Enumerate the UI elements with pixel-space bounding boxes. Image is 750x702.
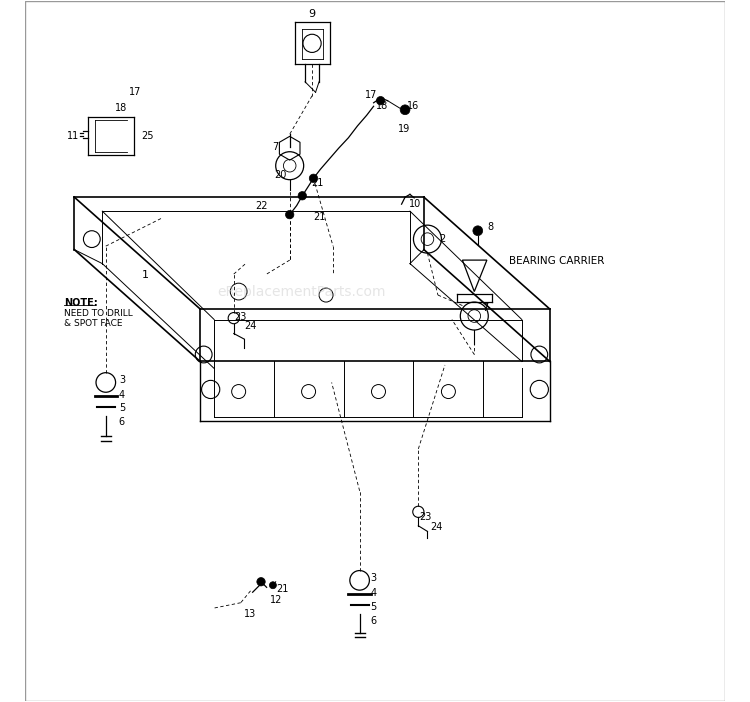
Text: 23: 23 [234, 312, 246, 322]
Text: 5: 5 [118, 404, 125, 413]
Text: 3: 3 [118, 376, 125, 385]
Circle shape [269, 582, 277, 589]
Text: 6: 6 [118, 417, 125, 428]
Text: 22: 22 [256, 201, 268, 211]
Text: 24: 24 [430, 522, 442, 532]
Text: NOTE:: NOTE: [64, 298, 98, 308]
Text: 23: 23 [419, 512, 431, 522]
Text: 4: 4 [370, 588, 376, 598]
Text: NEED TO DRILL: NEED TO DRILL [64, 310, 133, 319]
Text: 5: 5 [370, 602, 376, 612]
Text: 7: 7 [482, 303, 488, 312]
Circle shape [473, 226, 483, 236]
Circle shape [309, 174, 318, 183]
Circle shape [286, 211, 294, 219]
Text: 20: 20 [274, 170, 286, 180]
Text: 25: 25 [142, 131, 154, 140]
Text: 18: 18 [115, 102, 128, 112]
Text: 16: 16 [407, 101, 419, 112]
Circle shape [256, 578, 265, 586]
Text: 4: 4 [118, 390, 125, 400]
Text: 19: 19 [398, 124, 410, 134]
Circle shape [376, 96, 385, 105]
Circle shape [298, 192, 307, 200]
Text: 12: 12 [269, 595, 282, 605]
Text: 24: 24 [244, 321, 256, 331]
Text: 13: 13 [244, 609, 256, 619]
Text: 18: 18 [376, 101, 388, 112]
Text: 21: 21 [277, 584, 289, 594]
Text: 8: 8 [488, 222, 494, 232]
Text: 17: 17 [365, 90, 378, 100]
Text: 11: 11 [67, 131, 79, 140]
Text: 2: 2 [439, 234, 446, 244]
Text: 21: 21 [311, 178, 324, 188]
Text: & SPOT FACE: & SPOT FACE [64, 319, 122, 328]
Text: 1: 1 [142, 270, 149, 281]
Text: 17: 17 [129, 87, 141, 98]
Text: 7: 7 [272, 142, 279, 152]
Text: 6: 6 [370, 616, 376, 626]
Text: 21: 21 [313, 212, 326, 222]
Text: BEARING CARRIER: BEARING CARRIER [509, 256, 604, 267]
Text: 10: 10 [410, 199, 422, 209]
Text: 9: 9 [308, 9, 316, 19]
Text: eReplacementParts.com: eReplacementParts.com [217, 284, 386, 298]
Circle shape [400, 105, 410, 114]
Text: 3: 3 [370, 574, 376, 583]
